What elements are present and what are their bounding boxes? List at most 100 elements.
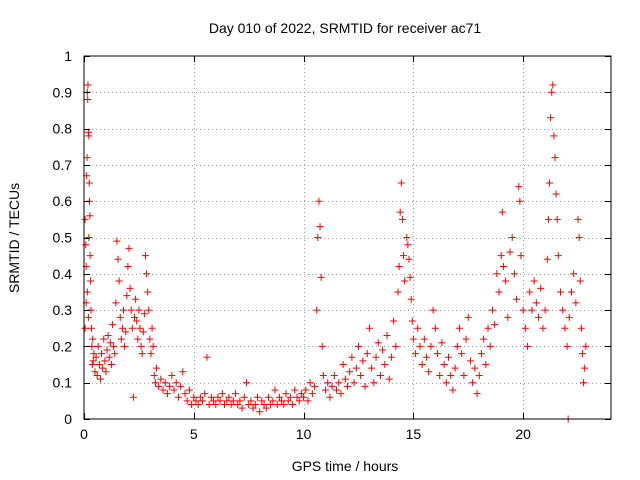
data-point-marker xyxy=(436,371,444,379)
data-point-marker xyxy=(565,313,573,321)
y-tick-labels: 0 0.1 0.2 0.3 0.4 0.5 0.6 0.7 0.8 0.9 1 xyxy=(53,48,73,427)
data-point-marker xyxy=(188,400,196,408)
data-point-marker xyxy=(381,361,389,369)
data-point-marker xyxy=(245,400,253,408)
data-point-marker xyxy=(86,252,94,260)
data-point-marker xyxy=(89,335,97,343)
data-point-marker xyxy=(363,350,371,358)
data-point-marker xyxy=(84,81,92,89)
data-point-marker xyxy=(88,361,96,369)
data-point-marker xyxy=(544,215,552,223)
data-point-marker xyxy=(101,357,109,365)
data-point-marker xyxy=(201,390,209,398)
data-point-marker xyxy=(350,379,358,387)
data-point-marker xyxy=(289,400,297,408)
data-point-marker xyxy=(122,328,130,336)
y-tick-label: 0.9 xyxy=(53,84,73,100)
data-point-marker xyxy=(150,371,158,379)
data-point-marker xyxy=(486,342,494,350)
data-point-marker xyxy=(316,223,324,231)
data-point-marker xyxy=(81,215,89,223)
grid-lines xyxy=(84,56,611,419)
data-point-marker xyxy=(532,299,540,307)
data-point-marker xyxy=(372,353,380,361)
data-point-marker xyxy=(314,234,322,241)
data-point-marker xyxy=(113,237,121,245)
data-point-marker xyxy=(390,317,398,325)
data-point-marker xyxy=(232,390,240,398)
data-point-marker xyxy=(515,183,523,191)
data-point-marker xyxy=(238,404,246,412)
data-point-marker xyxy=(409,335,417,343)
data-point-marker xyxy=(453,342,461,350)
data-point-marker xyxy=(100,335,108,343)
data-point-marker xyxy=(506,248,514,256)
data-point-marker xyxy=(552,190,560,198)
data-point-marker xyxy=(128,324,136,332)
data-point-marker xyxy=(131,313,139,321)
data-point-marker xyxy=(221,400,229,408)
data-point-marker xyxy=(102,368,110,376)
data-point-marker xyxy=(103,346,111,354)
data-point-marker xyxy=(207,393,215,401)
data-point-marker xyxy=(455,324,463,332)
data-point-marker xyxy=(553,215,561,223)
data-point-marker xyxy=(521,324,529,332)
data-point-marker xyxy=(322,386,330,394)
data-point-marker xyxy=(94,342,102,350)
data-point-marker xyxy=(151,379,159,387)
data-point-marker xyxy=(87,277,95,285)
data-point-marker xyxy=(260,400,268,408)
data-point-marker xyxy=(214,393,222,401)
data-point-marker xyxy=(528,306,536,314)
data-point-marker xyxy=(216,397,224,405)
chart-title: Day 010 of 2022, SRMTID for receiver ac7… xyxy=(209,20,482,36)
data-point-marker xyxy=(498,208,506,216)
data-point-marker xyxy=(414,324,422,332)
data-point-marker xyxy=(429,306,437,314)
data-point-marker xyxy=(166,382,174,390)
data-point-marker xyxy=(137,342,145,350)
data-point-marker xyxy=(163,390,171,398)
data-point-marker xyxy=(539,324,547,332)
data-point-marker xyxy=(328,382,336,390)
y-tick-label: 0.4 xyxy=(53,266,73,282)
y-tick-label: 0.2 xyxy=(53,338,73,354)
data-point-marker xyxy=(577,324,585,332)
y-tick-label: 0.1 xyxy=(53,375,73,391)
data-point-marker xyxy=(86,212,94,220)
data-point-marker xyxy=(229,397,237,405)
data-point-marker xyxy=(401,277,409,285)
data-point-marker xyxy=(117,335,125,343)
data-point-marker xyxy=(354,342,362,350)
data-point-marker xyxy=(82,241,90,249)
data-point-marker xyxy=(123,292,131,300)
data-point-marker xyxy=(172,379,180,387)
data-point-marker xyxy=(434,350,442,358)
data-point-marker xyxy=(190,393,198,401)
data-point-marker xyxy=(469,379,477,387)
data-point-marker xyxy=(480,335,488,343)
data-point-marker xyxy=(109,321,117,329)
data-point-marker xyxy=(517,252,525,260)
data-point-marker xyxy=(574,215,582,223)
data-point-marker xyxy=(376,371,384,379)
data-point-marker xyxy=(125,244,133,252)
data-point-marker xyxy=(93,371,101,379)
data-point-marker xyxy=(174,393,182,401)
data-point-marker xyxy=(473,390,481,398)
data-point-marker xyxy=(144,288,152,296)
data-point-marker xyxy=(111,350,119,358)
data-point-marker xyxy=(205,400,213,408)
data-point-marker xyxy=(551,154,559,162)
data-point-marker xyxy=(85,234,93,241)
data-point-marker xyxy=(212,400,220,408)
data-point-marker xyxy=(482,361,490,369)
data-point-marker xyxy=(418,361,426,369)
data-point-marker xyxy=(530,277,538,285)
data-point-marker xyxy=(408,317,416,325)
data-point-marker xyxy=(403,234,411,241)
data-point-marker xyxy=(271,386,279,394)
data-point-marker xyxy=(499,263,507,271)
data-point-marker xyxy=(110,342,118,350)
